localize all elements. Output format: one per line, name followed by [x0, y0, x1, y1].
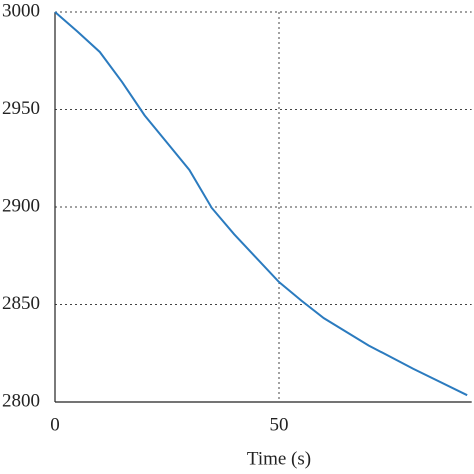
x-tick-label: 50 [270, 414, 289, 435]
x-tick-label: 0 [50, 414, 60, 435]
y-tick-label: 2850 [2, 293, 40, 314]
y-tick-label: 2950 [2, 98, 40, 119]
x-axis-label: Time (s) [247, 448, 311, 469]
data-line [54, 11, 468, 397]
y-tick-label: 3000 [2, 0, 40, 21]
y-tick-label: 2800 [2, 390, 40, 411]
y-tick-label: 2900 [2, 195, 40, 216]
